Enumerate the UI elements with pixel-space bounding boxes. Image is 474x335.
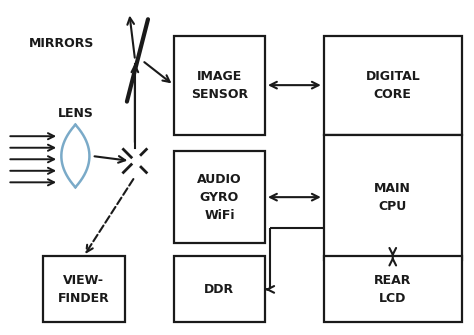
Text: MIRRORS: MIRRORS: [28, 38, 94, 51]
Bar: [324, 135, 462, 260]
Bar: [174, 257, 265, 322]
Text: MAIN
CPU: MAIN CPU: [374, 182, 411, 213]
Text: REAR
LCD: REAR LCD: [374, 274, 411, 305]
Text: DDR: DDR: [204, 283, 235, 296]
Text: AUDIO
GYRO
WiFi: AUDIO GYRO WiFi: [197, 173, 242, 222]
Text: VIEW-
FINDER: VIEW- FINDER: [58, 274, 109, 305]
Bar: [174, 151, 265, 243]
Text: DIGITAL
CORE: DIGITAL CORE: [365, 70, 420, 100]
Bar: [324, 36, 462, 135]
Text: LENS: LENS: [57, 107, 93, 120]
Text: IMAGE
SENSOR: IMAGE SENSOR: [191, 70, 248, 100]
Bar: [43, 257, 125, 322]
Bar: [324, 257, 462, 322]
Bar: [174, 36, 265, 135]
